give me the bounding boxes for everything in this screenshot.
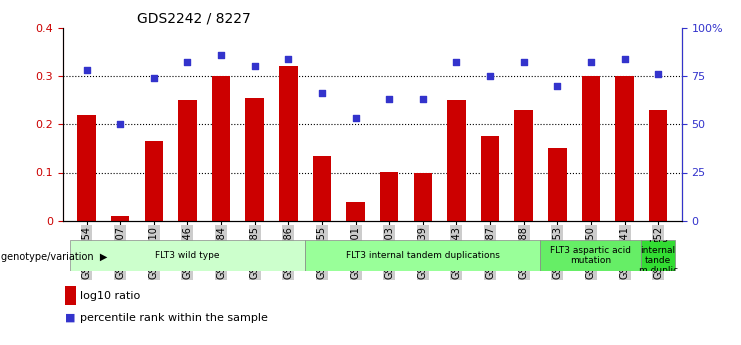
Text: FLT3 wild type: FLT3 wild type bbox=[155, 251, 219, 260]
Bar bbox=[279, 66, 298, 221]
Bar bbox=[548, 148, 567, 221]
Text: percentile rank within the sample: percentile rank within the sample bbox=[80, 313, 268, 323]
FancyBboxPatch shape bbox=[642, 240, 675, 271]
Bar bbox=[582, 76, 600, 221]
Text: genotype/variation  ▶: genotype/variation ▶ bbox=[1, 252, 108, 262]
Point bbox=[114, 121, 126, 127]
Point bbox=[484, 73, 496, 79]
Point bbox=[551, 83, 563, 88]
Point bbox=[518, 60, 530, 65]
Bar bbox=[413, 172, 432, 221]
Text: FLT3
internal
tande
m duplic: FLT3 internal tande m duplic bbox=[639, 235, 678, 275]
Point bbox=[451, 60, 462, 65]
Point bbox=[81, 67, 93, 73]
Text: log10 ratio: log10 ratio bbox=[80, 291, 140, 301]
Bar bbox=[111, 216, 130, 221]
Point bbox=[619, 56, 631, 61]
Point bbox=[350, 116, 362, 121]
Bar bbox=[212, 76, 230, 221]
Bar bbox=[649, 110, 668, 221]
FancyBboxPatch shape bbox=[70, 240, 305, 271]
Bar bbox=[178, 100, 196, 221]
Point bbox=[148, 75, 160, 81]
Point bbox=[585, 60, 597, 65]
Point bbox=[383, 96, 395, 102]
Bar bbox=[615, 76, 634, 221]
Bar bbox=[380, 171, 399, 221]
Point bbox=[249, 63, 261, 69]
Bar bbox=[346, 203, 365, 221]
Bar bbox=[245, 98, 264, 221]
Point bbox=[652, 71, 664, 77]
Bar bbox=[447, 100, 465, 221]
Text: FLT3 aspartic acid
mutation: FLT3 aspartic acid mutation bbox=[551, 246, 631, 265]
Bar bbox=[313, 156, 331, 221]
Bar bbox=[514, 110, 533, 221]
FancyBboxPatch shape bbox=[540, 240, 642, 271]
Text: GDS2242 / 8227: GDS2242 / 8227 bbox=[137, 11, 251, 25]
Text: ■: ■ bbox=[65, 313, 76, 323]
Bar bbox=[77, 115, 96, 221]
Point bbox=[182, 60, 193, 65]
Bar bbox=[144, 141, 163, 221]
Text: FLT3 internal tandem duplications: FLT3 internal tandem duplications bbox=[346, 251, 499, 260]
Point bbox=[417, 96, 429, 102]
Point bbox=[215, 52, 227, 57]
Bar bbox=[481, 136, 499, 221]
Point bbox=[316, 90, 328, 96]
Point bbox=[282, 56, 294, 61]
FancyBboxPatch shape bbox=[305, 240, 540, 271]
